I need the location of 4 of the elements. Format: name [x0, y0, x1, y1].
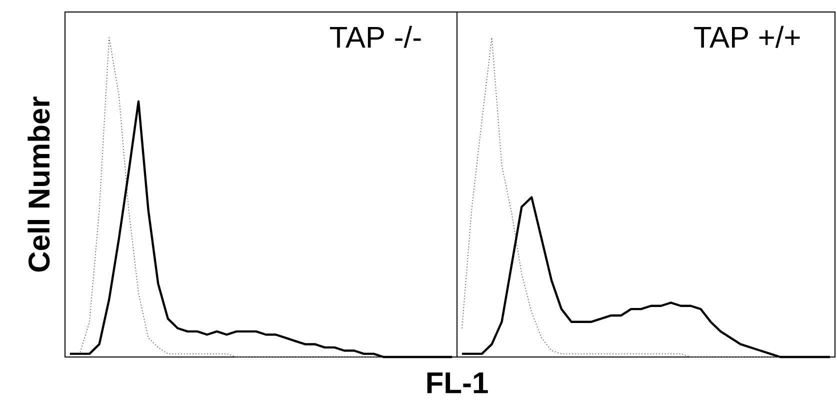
x-axis-title: FL-1 — [427, 372, 488, 394]
annotation: TAP +/+ — [694, 26, 800, 48]
annotation: TAP -/- — [330, 26, 421, 48]
y-axis-title: Cell Number — [28, 96, 50, 272]
